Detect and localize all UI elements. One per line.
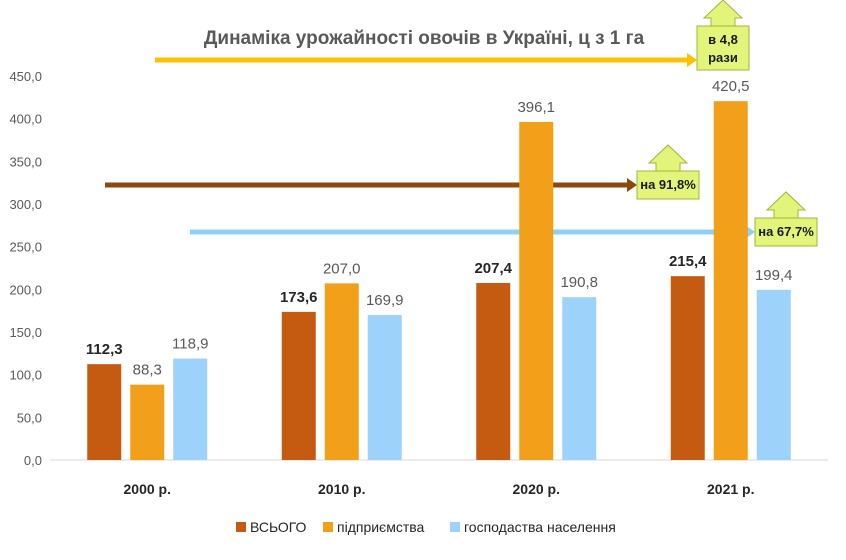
data-label: 112,3 bbox=[86, 341, 123, 358]
bars bbox=[87, 101, 791, 461]
arrow-head bbox=[627, 178, 637, 192]
bar bbox=[87, 364, 122, 460]
callout-text: рази bbox=[708, 50, 738, 65]
x-tick-label: 2021 р. bbox=[707, 481, 754, 497]
y-tick-label: 0,0 bbox=[24, 453, 42, 468]
callouts: в 4,8 рази на 91,8% на 67,7% bbox=[636, 0, 818, 247]
bar bbox=[562, 297, 597, 460]
bar bbox=[367, 315, 402, 460]
y-tick-label: 100,0 bbox=[9, 368, 42, 383]
data-label: 420,5 bbox=[712, 78, 750, 95]
data-label: 199,4 bbox=[755, 267, 793, 284]
y-tick-label: 300,0 bbox=[9, 197, 42, 212]
legend-swatch bbox=[323, 522, 333, 532]
arrow-head bbox=[687, 53, 697, 67]
y-tick-label: 50,0 bbox=[17, 410, 42, 425]
bar bbox=[173, 358, 208, 460]
legend-label: ВСЬОГО bbox=[250, 519, 307, 535]
y-tick-label: 400,0 bbox=[9, 112, 42, 127]
bar bbox=[476, 283, 511, 460]
data-label: 396,1 bbox=[517, 99, 555, 116]
legend-label: підприємства bbox=[337, 519, 425, 535]
bar bbox=[713, 101, 748, 460]
chart-title: Динаміка урожайності овочів в Україні, ц… bbox=[204, 28, 645, 49]
callout-up-arrow-icon bbox=[647, 144, 689, 174]
legend-label: господаства населення bbox=[464, 519, 616, 535]
callout-up-arrow-icon bbox=[765, 191, 807, 221]
callout-box bbox=[636, 170, 700, 200]
bar bbox=[130, 384, 165, 460]
callout-box bbox=[754, 217, 818, 247]
bar bbox=[281, 311, 316, 460]
y-axis: 0,0 50,0 100,0 150,0 200,0 250,0 300,0 350,0 400… bbox=[9, 69, 828, 468]
data-label: 169,9 bbox=[366, 292, 404, 309]
callout-text: на 91,8% bbox=[640, 177, 696, 192]
legend: ВСЬОГО підприємства господаства населення bbox=[236, 519, 616, 535]
callout-box bbox=[696, 25, 750, 71]
data-labels: 112,3 173,6 207,4 215,4 88,3 207,0 396,1 420,5 1… bbox=[86, 78, 793, 378]
y-tick-label: 200,0 bbox=[9, 282, 42, 297]
data-label: 207,4 bbox=[474, 260, 512, 277]
callout-text: на 67,7% bbox=[758, 224, 814, 239]
x-tick-label: 2020 р. bbox=[513, 481, 560, 497]
bar bbox=[519, 121, 554, 461]
data-label: 190,8 bbox=[560, 274, 598, 291]
y-tick-label: 250,0 bbox=[9, 240, 42, 255]
data-label: 88,3 bbox=[133, 362, 162, 379]
data-label: 207,0 bbox=[323, 260, 361, 277]
bar bbox=[670, 276, 705, 460]
x-axis: 2000 р. 2010 р. 2020 р. 2021 р. bbox=[124, 481, 755, 497]
legend-swatch bbox=[450, 522, 460, 532]
x-tick-label: 2010 р. bbox=[318, 481, 365, 497]
y-tick-label: 350,0 bbox=[9, 154, 42, 169]
bar bbox=[756, 289, 791, 460]
legend-swatch bbox=[236, 522, 246, 532]
x-tick-label: 2000 р. bbox=[124, 481, 171, 497]
bar bbox=[324, 283, 359, 460]
data-label: 215,4 bbox=[669, 253, 707, 270]
callout-text: в 4,8 bbox=[708, 32, 738, 47]
data-label: 173,6 bbox=[280, 289, 318, 306]
y-tick-label: 150,0 bbox=[9, 325, 42, 340]
data-label: 118,9 bbox=[172, 336, 208, 353]
y-tick-label: 450,0 bbox=[9, 69, 42, 84]
comparison-arrows bbox=[105, 53, 755, 239]
callout-up-arrow-icon bbox=[702, 0, 744, 29]
